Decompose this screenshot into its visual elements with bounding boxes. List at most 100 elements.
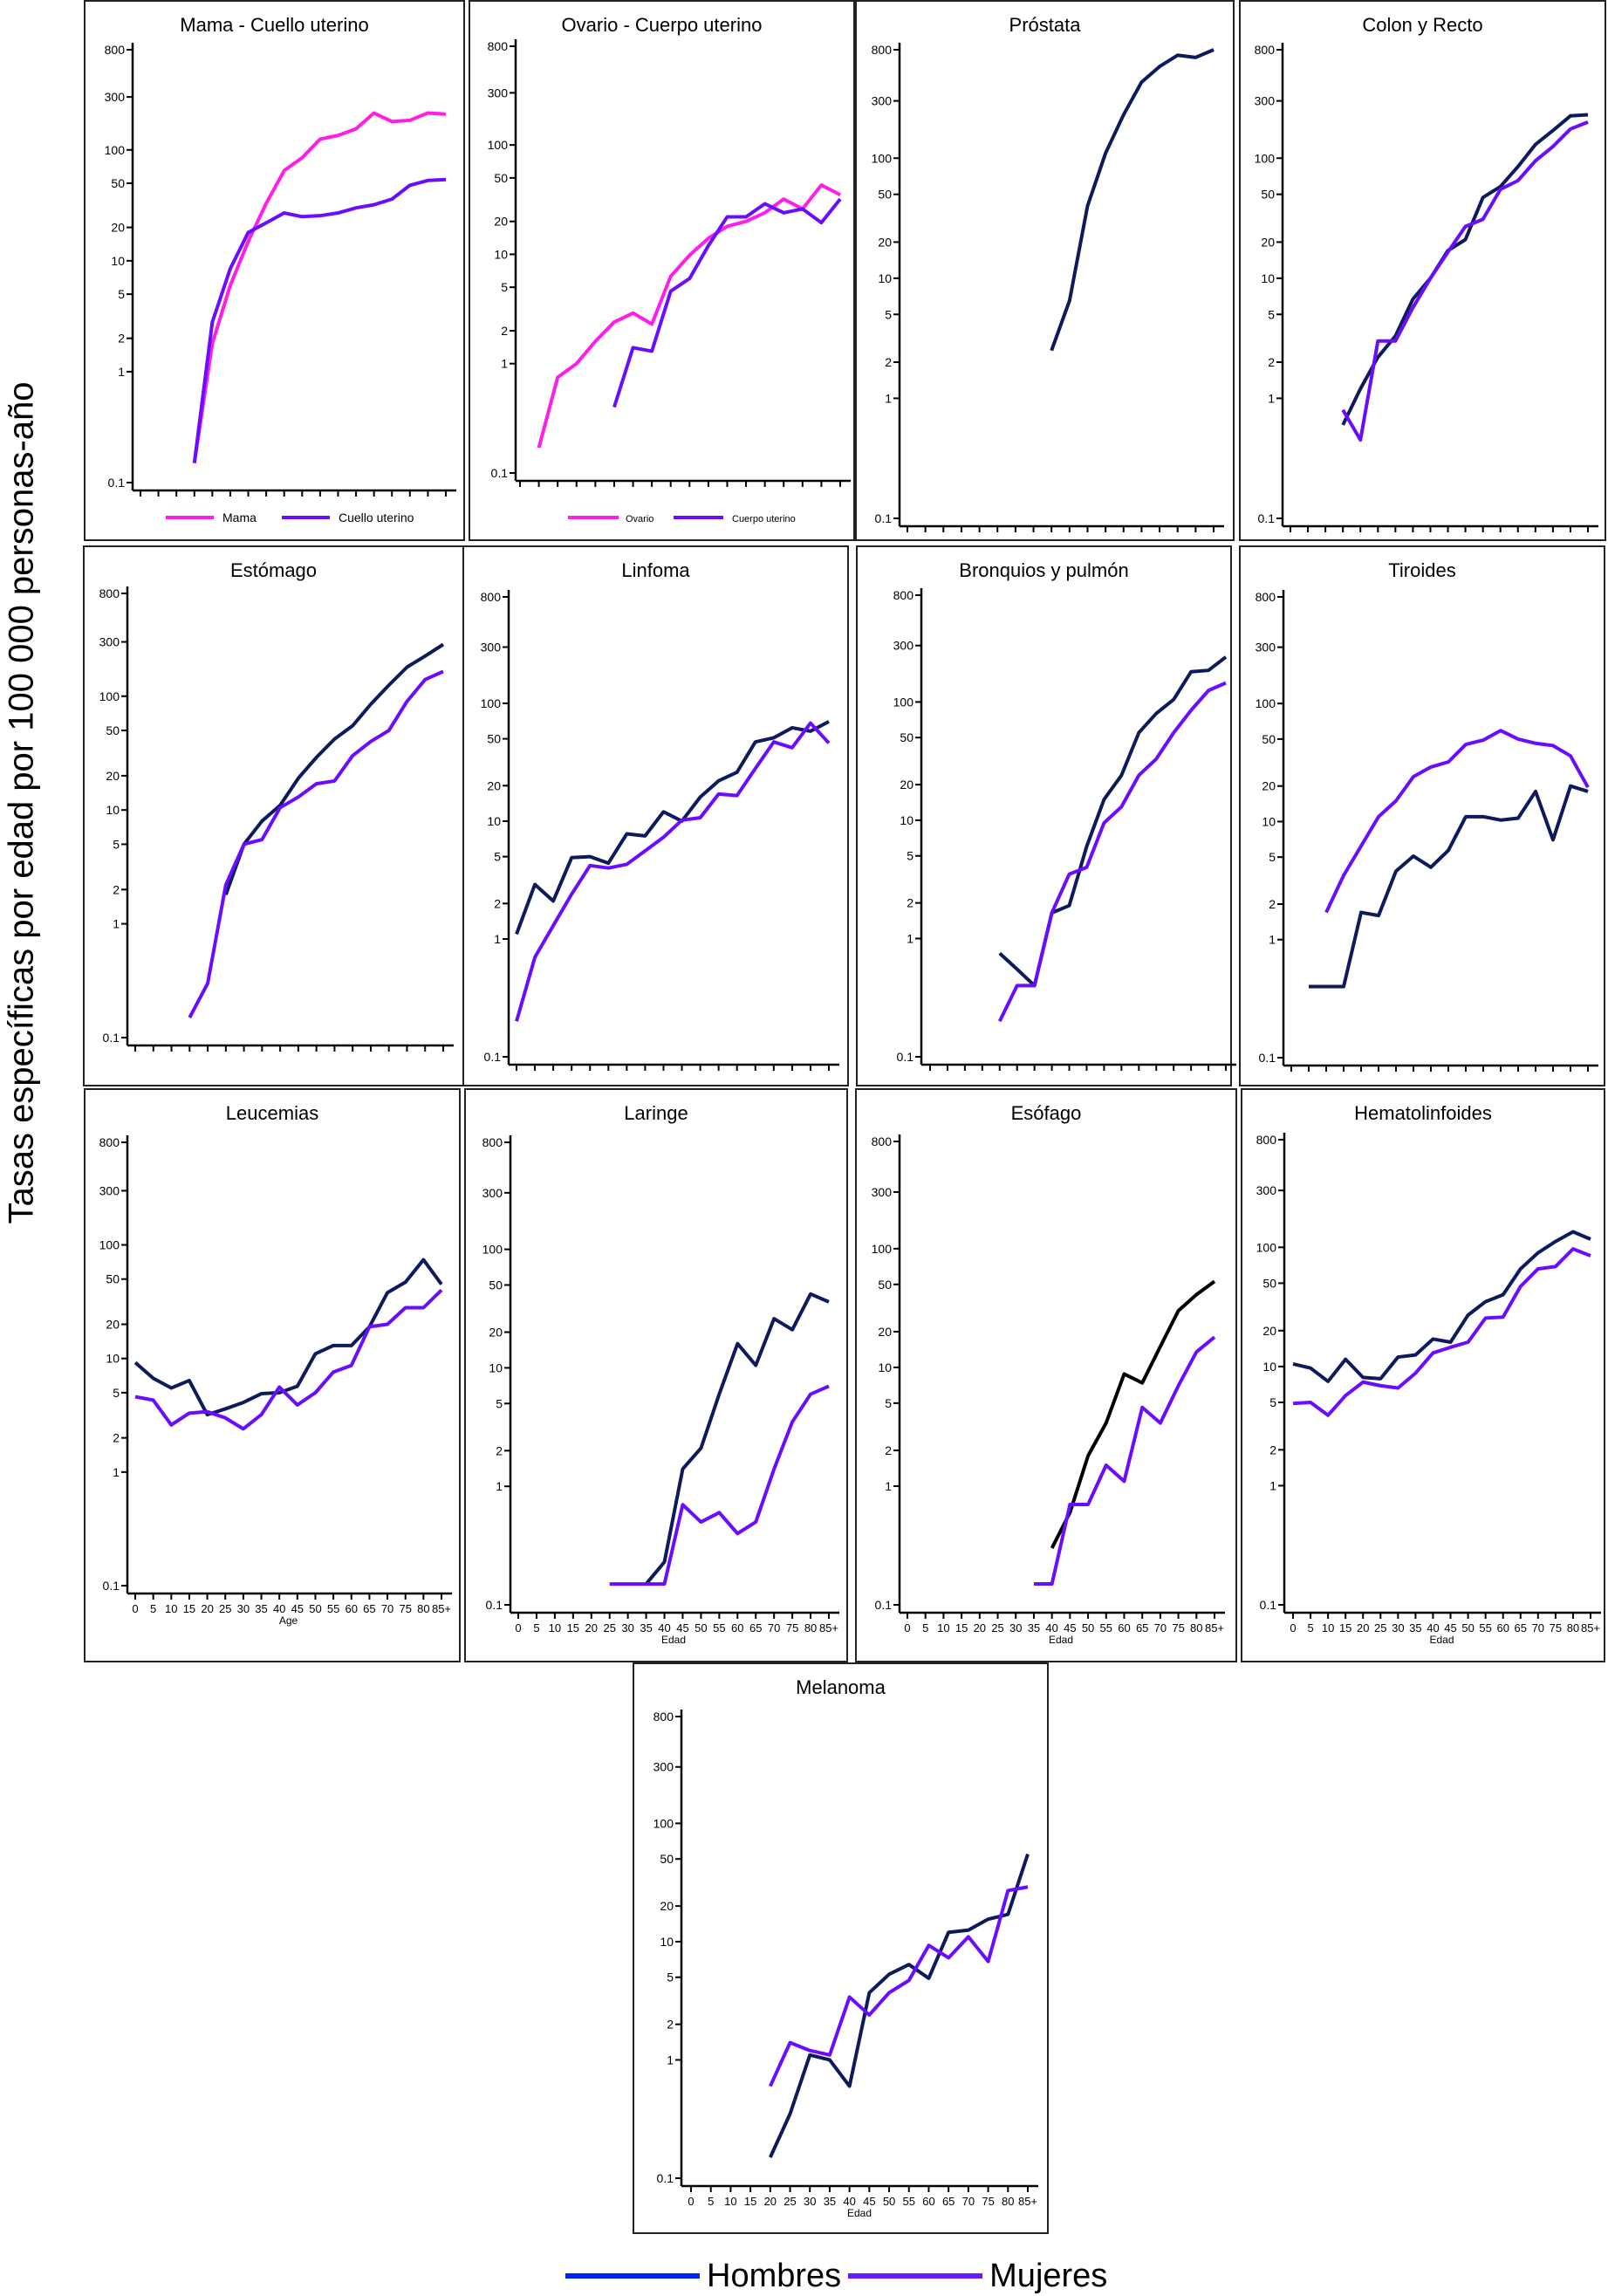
x-tick-label: 75: [399, 1602, 411, 1615]
y-tick-label: 100: [105, 143, 126, 157]
x-tick-label: 70: [381, 1602, 393, 1615]
y-tick-label: 100: [99, 689, 120, 703]
series-line-cuerpo-uterino: [612, 197, 842, 408]
series-line-mujeres: [1033, 1335, 1216, 1587]
chart-svg: 800 300 100 50 20 10 5 2 1 0.1: [893, 588, 1236, 1071]
y-tick-label: 50: [660, 1852, 674, 1866]
series-line-ovario: [537, 183, 841, 449]
x-tick-label: 10: [165, 1602, 177, 1615]
y-tick-label: 1: [113, 1465, 120, 1479]
series-line-hombres: [769, 1853, 1030, 2158]
x-tick-label: 5: [1307, 1621, 1313, 1635]
x-tick-label: 70: [1154, 1621, 1167, 1635]
y-tick-label: 2: [118, 332, 125, 346]
x-tick-label: 65: [363, 1602, 375, 1615]
chart-title: Esófago: [1010, 1102, 1082, 1124]
y-tick-label: 20: [1261, 235, 1275, 249]
x-tick-label: 5: [708, 2195, 714, 2208]
y-tick-label: 300: [893, 639, 914, 653]
y-tick-label: 50: [487, 732, 501, 746]
chart-panel-leucemias: Leucemias 800 300 100 50 20 10 5 2 1 0.1 0 5 10 15 20 25…: [84, 1088, 461, 1662]
x-tick-label: 65: [749, 1621, 762, 1635]
y-tick-label: 10: [1262, 1360, 1276, 1374]
y-tick-label: 20: [494, 215, 508, 229]
y-tick-label: 300: [872, 94, 893, 108]
x-tick-label: 45: [1064, 1621, 1076, 1635]
y-tick-label: 5: [885, 307, 892, 321]
x-tick-label: 40: [273, 1602, 285, 1615]
y-tick-label: 5: [113, 1386, 120, 1400]
y-tick-label: 2: [113, 1431, 120, 1445]
series-line-mujeres: [769, 1885, 1029, 2087]
y-tick-label: 100: [482, 1243, 503, 1257]
y-tick-label: 50: [494, 171, 508, 185]
y-tick-label: 5: [1268, 307, 1275, 321]
x-tick-label: 30: [1392, 1621, 1404, 1635]
x-tick-label: 75: [982, 2195, 994, 2208]
x-axis-label: Edad: [1049, 1634, 1073, 1646]
chart-title: Próstata: [1009, 14, 1081, 36]
x-tick-label: 35: [640, 1621, 652, 1635]
y-tick-label: 800: [1256, 590, 1276, 604]
legend-label-mujeres: Mujeres: [989, 2257, 1108, 2294]
x-tick-label: 40: [843, 2195, 855, 2208]
chart-title: Linfoma: [621, 559, 690, 581]
y-tick-label: 5: [667, 1970, 674, 1984]
series-line-hombres: [645, 1292, 830, 1586]
y-tick-label: 5: [118, 287, 125, 301]
chart-panel-laringe: Laringe 800 300 100 50 20 10 5 2 1 0.1 0 5 10 15 20 25 30…: [464, 1088, 848, 1662]
y-tick-label: 100: [653, 1816, 674, 1830]
chart-panel-ovario-cuerpo-uterino: Ovario - Cuerpo uterino 800 300 100 50 20 10 5 2…: [469, 0, 855, 541]
chart-svg: 800 300 100 50 20 10 5 2 1 0.1 Ovario Cuerpo uterin…: [488, 39, 851, 524]
series-line-hombres: [1050, 48, 1215, 352]
chart-panel-mama-cuello-uterino: Mama - Cuello uterino 800 300 100 50 20 10 5 2 1 0…: [84, 0, 465, 541]
legend-swatch-mujeres: [848, 2273, 983, 2279]
y-tick-label: 300: [1256, 1183, 1277, 1197]
chart-svg: 800 300 100 50 20 10 5 2 1 0.1: [481, 590, 839, 1071]
y-tick-label: 5: [1269, 1395, 1276, 1409]
y-tick-label: 20: [1262, 1324, 1276, 1338]
chart-title: Tiroides: [1388, 559, 1456, 581]
y-tick-label: 300: [653, 1760, 674, 1774]
y-tick-label: 20: [900, 778, 913, 792]
y-tick-label: 50: [1262, 1276, 1276, 1290]
x-tick-label: 80: [1002, 2195, 1014, 2208]
x-tick-label: 25: [603, 1621, 615, 1635]
y-tick-label: 10: [487, 814, 501, 828]
y-tick-label: 20: [487, 778, 501, 792]
x-tick-label: 10: [724, 2195, 736, 2208]
y-tick-label: 800: [1255, 43, 1276, 57]
y-tick-label: 1: [1269, 1478, 1276, 1492]
y-tick-label: 10: [900, 813, 913, 827]
y-tick-label: 100: [872, 1242, 893, 1256]
x-tick-label: 35: [1028, 1621, 1040, 1635]
y-tick-label: 800: [893, 588, 914, 602]
chart-panel-colon-y-recto: Colon y Recto 800 300 100 50 20 10 5 2 1 0.1: [1239, 0, 1606, 541]
y-tick-label: 5: [496, 1396, 503, 1410]
x-tick-label: 55: [1100, 1621, 1112, 1635]
y-tick-label: 100: [872, 151, 893, 165]
y-tick-label: 0.1: [1260, 1598, 1277, 1612]
y-tick-label: 50: [111, 176, 125, 190]
y-tick-label: 1: [885, 1479, 892, 1493]
y-tick-label: 20: [878, 235, 892, 249]
y-tick-label: 50: [489, 1278, 503, 1292]
chart-title: Melanoma: [796, 1676, 886, 1698]
series-line-mujeres: [188, 669, 444, 1018]
x-tick-label: 5: [150, 1602, 156, 1615]
series-line-hombres: [998, 655, 1228, 988]
x-tick-label: 55: [903, 2195, 915, 2208]
x-tick-label: 85+: [1581, 1621, 1600, 1635]
y-tick-label: 50: [106, 723, 120, 737]
legend-label-hombres: Hombres: [707, 2257, 842, 2294]
x-tick-label: 10: [1322, 1621, 1334, 1635]
x-tick-label: 50: [309, 1602, 321, 1615]
y-tick-label: 50: [1262, 732, 1276, 746]
y-tick-label: 800: [99, 586, 120, 600]
y-tick-label: 50: [106, 1272, 120, 1286]
y-tick-label: 1: [885, 391, 892, 405]
y-tick-label: 5: [1269, 850, 1276, 864]
series-line-hombres: [1292, 1230, 1591, 1383]
